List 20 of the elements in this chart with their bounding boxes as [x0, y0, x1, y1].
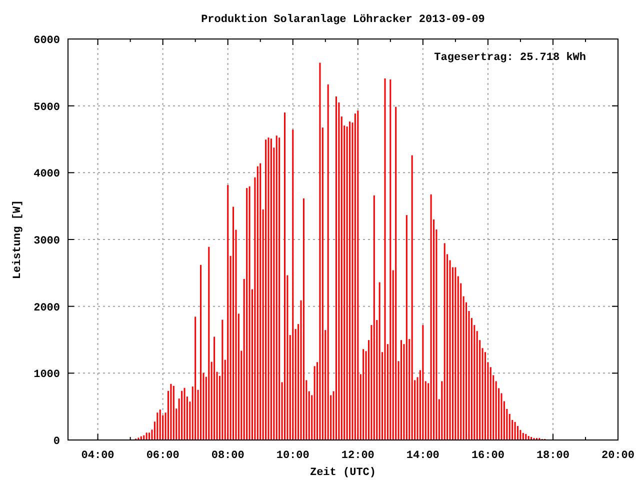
x-axis-title: Zeit (UTC) — [310, 467, 376, 479]
y-axis-title: Leistung [W] — [12, 200, 24, 280]
y-tick-label: 4000 — [34, 168, 60, 181]
x-tick-label: 06:00 — [146, 450, 180, 462]
annotation: Tagesertrag: 25.718 kWh — [434, 52, 586, 64]
y-tick-label: 6000 — [34, 35, 60, 47]
y-tick-label: 2000 — [34, 302, 60, 314]
x-tick-label: 14:00 — [406, 450, 440, 462]
x-tick-label: 20:00 — [601, 450, 635, 462]
y-tick-label: 1000 — [34, 369, 60, 382]
x-tick-label: 10:00 — [276, 450, 310, 462]
chart-title: Produktion Solaranlage Löhracker 2013-09-09 — [201, 14, 485, 26]
x-tick-label: 12:00 — [341, 450, 374, 462]
x-tick-label: 18:00 — [536, 450, 570, 462]
x-tick-label: 16:00 — [471, 450, 504, 462]
y-tick-label: 5000 — [34, 102, 60, 114]
y-tick-label: 3000 — [34, 236, 60, 248]
x-tick-label: 08:00 — [211, 450, 244, 462]
x-tick-label: 04:00 — [81, 450, 114, 462]
y-tick-label: 0 — [53, 436, 60, 448]
